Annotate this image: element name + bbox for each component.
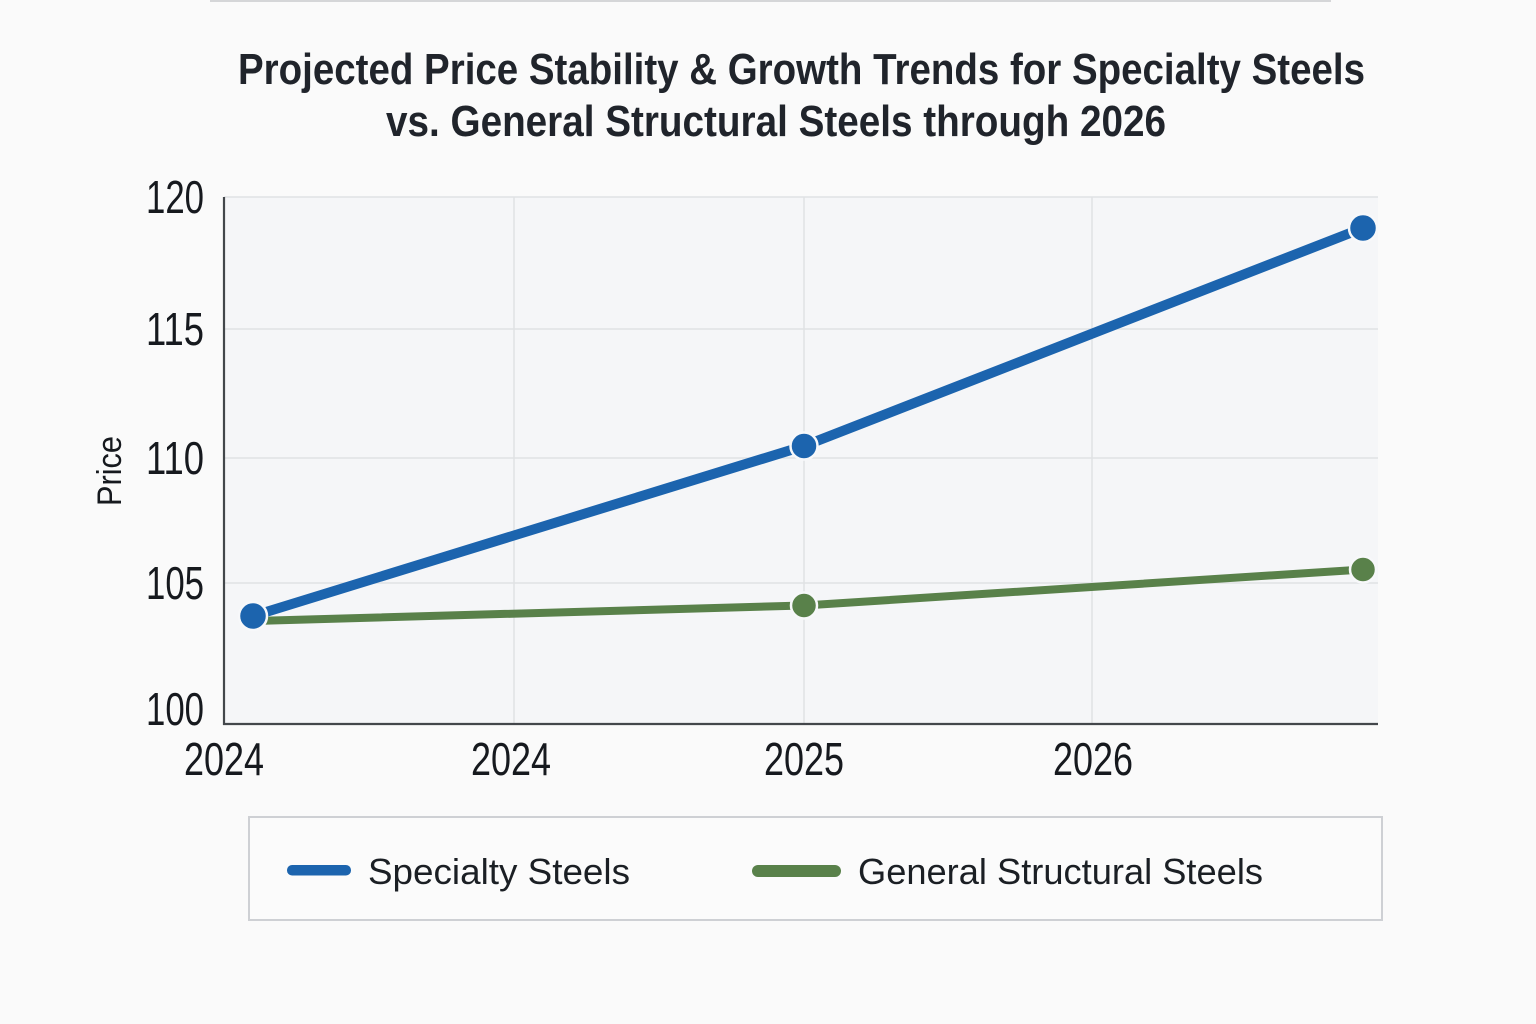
svg-text:120: 120 bbox=[146, 171, 204, 223]
svg-text:2024: 2024 bbox=[471, 733, 551, 785]
svg-text:2026: 2026 bbox=[1053, 733, 1133, 785]
svg-text:vs. General Structural Steels: vs. General Structural Steels through 20… bbox=[386, 97, 1166, 146]
svg-text:General Structural Steels: General Structural Steels bbox=[858, 851, 1263, 892]
svg-text:100: 100 bbox=[146, 683, 204, 735]
svg-text:2024: 2024 bbox=[184, 733, 264, 785]
svg-text:110: 110 bbox=[146, 432, 204, 484]
svg-text:2025: 2025 bbox=[764, 733, 844, 785]
svg-text:105: 105 bbox=[146, 557, 204, 609]
svg-text:Projected Price Stability & Gr: Projected Price Stability & Growth Trend… bbox=[238, 45, 1365, 94]
svg-text:115: 115 bbox=[146, 303, 204, 355]
svg-text:Specialty Steels: Specialty Steels bbox=[368, 851, 630, 892]
svg-text:Price: Price bbox=[91, 436, 129, 506]
